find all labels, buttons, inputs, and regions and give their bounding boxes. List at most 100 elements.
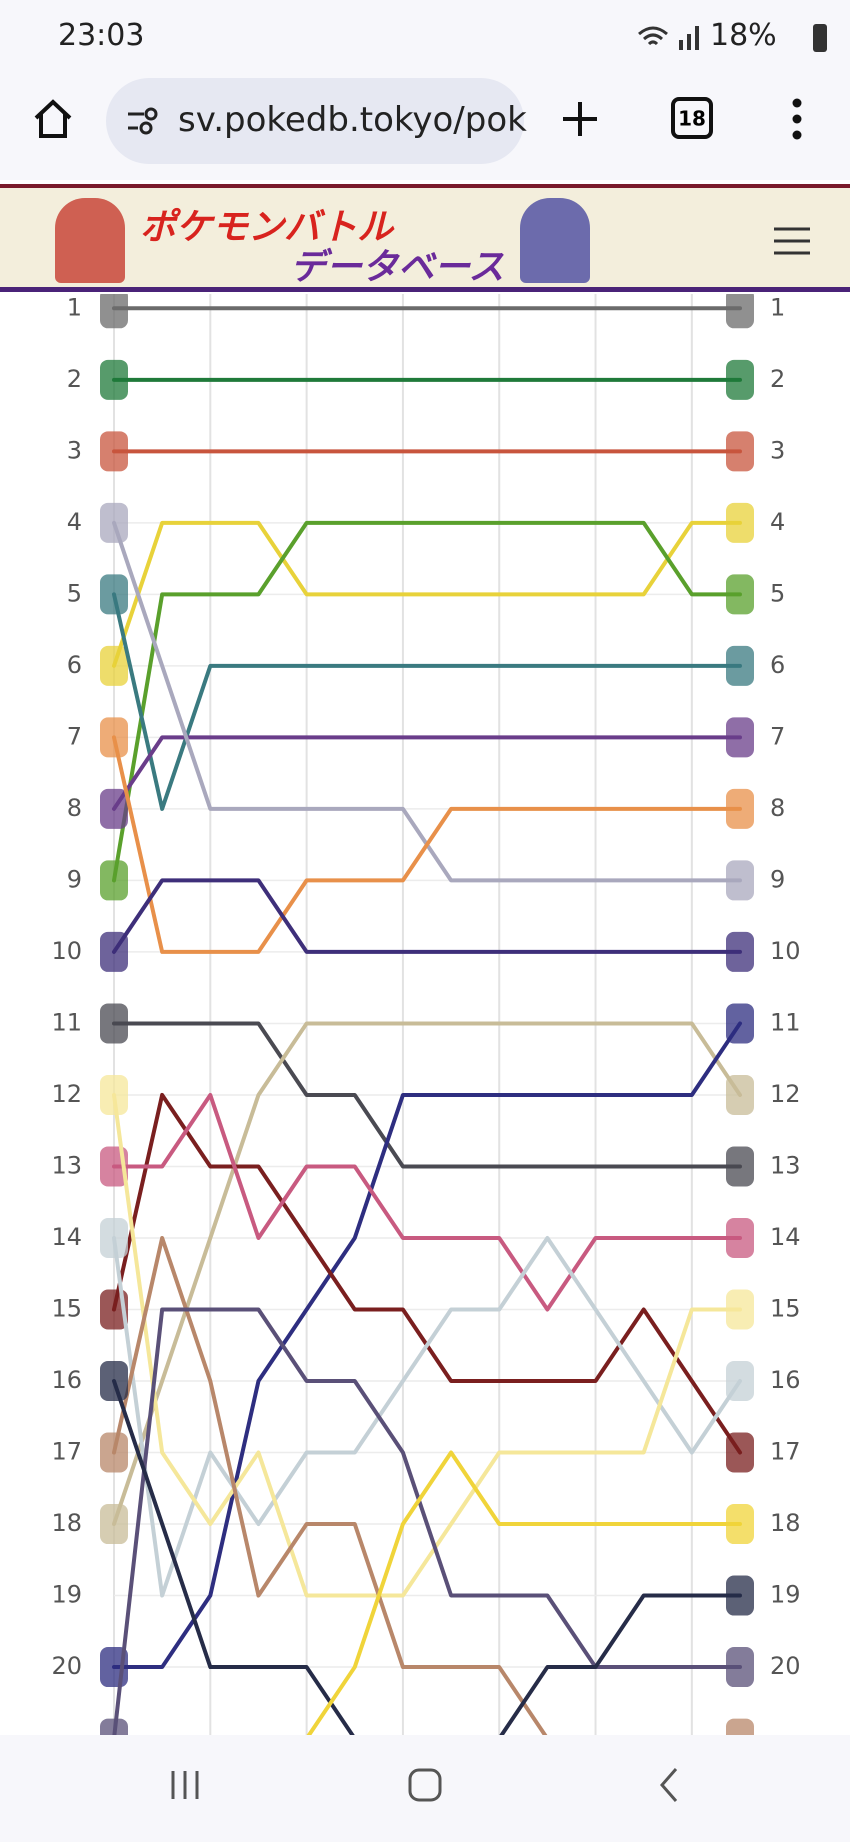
y2-tick-label: 5 xyxy=(770,579,785,607)
url-bar[interactable]: sv.pokedb.tokyo/pok xyxy=(106,78,527,164)
pokemon-icon xyxy=(726,788,754,829)
pokemon-icon xyxy=(726,1718,754,1735)
pokemon-icon xyxy=(100,1217,128,1258)
y-tick-label: 20 xyxy=(51,1652,82,1680)
pokemon-icon xyxy=(726,1647,754,1688)
rank-line xyxy=(112,735,742,954)
pokemon-icon xyxy=(726,1289,754,1330)
y2-tick-label: 10 xyxy=(770,937,801,965)
y-tick-label: 14 xyxy=(51,1223,82,1251)
pokemon-icon xyxy=(726,431,754,472)
y2-tick-label: 12 xyxy=(770,1080,801,1108)
signal-icons xyxy=(638,26,699,50)
rank-line xyxy=(112,1379,742,1735)
pokemon-icon xyxy=(100,574,128,615)
recents-button[interactable] xyxy=(165,1765,205,1805)
y2-tick-label: 1 xyxy=(770,294,785,321)
pokemon-icon xyxy=(726,502,754,543)
pokemon-icon xyxy=(100,1003,128,1044)
home-nav-button[interactable] xyxy=(405,1765,445,1805)
y2-tick-label: 18 xyxy=(770,1509,801,1537)
y-tick-label: 19 xyxy=(51,1581,82,1609)
y2-tick-label: 13 xyxy=(770,1151,801,1179)
battery-level: 18% xyxy=(710,18,777,53)
rank-line xyxy=(112,1021,742,1169)
nav-bar xyxy=(0,1735,850,1842)
pokemon-icon xyxy=(100,860,128,901)
y2-tick-label: 17 xyxy=(770,1438,801,1466)
y2-tick-label: 11 xyxy=(770,1008,801,1036)
y-tick-label: 2 xyxy=(67,365,82,393)
pokemon-icon xyxy=(726,294,754,329)
y2-tick-label: 19 xyxy=(770,1581,801,1609)
hamburger-menu[interactable] xyxy=(770,224,814,258)
rank-line xyxy=(112,1235,548,1735)
y-tick-label: 18 xyxy=(51,1509,82,1537)
back-button[interactable] xyxy=(650,1765,690,1805)
pokemon-icon xyxy=(100,1361,128,1402)
y-tick-label: 17 xyxy=(51,1438,82,1466)
pokemon-icon xyxy=(726,1575,754,1616)
y2-tick-label: 15 xyxy=(770,1294,801,1322)
y-tick-label: 4 xyxy=(67,508,82,536)
pokemon-icon xyxy=(100,502,128,543)
y2-tick-label: 7 xyxy=(770,722,785,750)
pokemon-icon xyxy=(100,431,128,472)
pokemon-icon xyxy=(726,359,754,400)
y2-tick-label: 16 xyxy=(770,1366,801,1394)
pokemon-icon xyxy=(726,931,754,972)
tab-count: 18 xyxy=(678,107,706,131)
battery-icon xyxy=(813,24,827,52)
pokemon-icon xyxy=(100,359,128,400)
y-tick-label: 13 xyxy=(51,1151,82,1179)
home-button[interactable] xyxy=(30,96,76,142)
site-settings-icon[interactable] xyxy=(124,104,164,138)
y2-tick-label: 9 xyxy=(770,865,785,893)
y-tick-label: 15 xyxy=(51,1294,82,1322)
pokemon-icon xyxy=(726,645,754,686)
rank-line xyxy=(112,1092,742,1312)
pokemon-icon xyxy=(100,931,128,972)
rank-line xyxy=(112,520,742,883)
y-tick-label: 16 xyxy=(51,1366,82,1394)
logo-mascot-left xyxy=(55,198,125,283)
pokemon-icon xyxy=(100,294,128,329)
pokemon-icon xyxy=(100,1718,128,1735)
new-tab-button[interactable] xyxy=(550,96,610,142)
pokemon-icon xyxy=(726,860,754,901)
pokemon-icon xyxy=(100,717,128,758)
rank-line xyxy=(112,592,742,811)
y-tick-label: 5 xyxy=(67,579,82,607)
rank-line xyxy=(112,1021,742,1527)
y-tick-label: 1 xyxy=(67,294,82,321)
pokemon-icon xyxy=(100,1432,128,1473)
pokemon-icon xyxy=(100,788,128,829)
pokemon-icon xyxy=(726,1074,754,1115)
y-tick-label: 11 xyxy=(51,1008,82,1036)
rank-line xyxy=(112,1092,742,1455)
rank-line xyxy=(306,1450,742,1735)
clock: 23:03 xyxy=(58,18,145,53)
pokemon-icon xyxy=(100,645,128,686)
pokemon-icon xyxy=(726,1217,754,1258)
tabs-button[interactable]: 18 xyxy=(668,94,718,144)
pokemon-icon xyxy=(726,1361,754,1402)
logo-line2: データベース xyxy=(290,247,505,288)
rank-line xyxy=(112,520,742,668)
y-tick-label: 9 xyxy=(67,865,82,893)
pokemon-icon xyxy=(100,1504,128,1545)
rank-line xyxy=(112,735,742,811)
y-tick-label: 8 xyxy=(67,794,82,822)
status-bar: 23:03 18% xyxy=(0,0,850,72)
pokemon-icon xyxy=(726,1504,754,1545)
y2-tick-label: 8 xyxy=(770,794,785,822)
y2-tick-label: 14 xyxy=(770,1223,801,1251)
menu-button[interactable] xyxy=(782,94,812,144)
pokemon-icon xyxy=(726,1432,754,1473)
rank-line xyxy=(112,1092,742,1598)
y2-tick-label: 4 xyxy=(770,508,785,536)
rank-line xyxy=(112,878,742,954)
logo-line1: ポケモンバトル xyxy=(140,207,394,248)
